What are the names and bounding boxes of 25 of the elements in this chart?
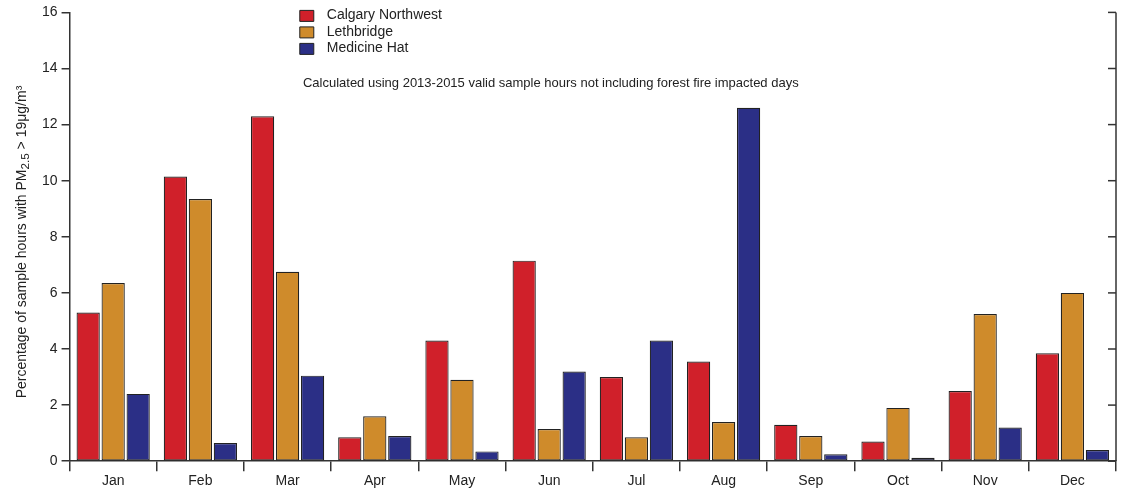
x-tick-label: Jul: [627, 472, 646, 489]
y-tick-label: 4: [49, 339, 58, 356]
y-tick-label: 10: [41, 171, 58, 188]
x-tick-label: Jan: [101, 472, 125, 489]
legend-label: Lethbridge: [326, 22, 394, 39]
y-tick-label: 8: [49, 227, 58, 244]
y-tick-label: 14: [41, 59, 58, 76]
x-tick-label: Oct: [887, 472, 909, 489]
x-tick-label: Jun: [537, 472, 561, 489]
legend-label: Calgary Northwest: [326, 6, 443, 23]
y-tick-label: 6: [49, 283, 58, 300]
x-tick-label: May: [448, 472, 476, 489]
x-tick-label: Nov: [972, 472, 998, 489]
legend-label: Medicine Hat: [326, 39, 409, 56]
x-tick-label: Sep: [798, 472, 824, 489]
annotation: Calculated using 2013-2015 valid sample hours not including forest fire impacted days: [302, 74, 800, 90]
x-tick-label: Mar: [275, 472, 300, 489]
y-tick-label: 16: [41, 3, 58, 20]
x-tick-label: Apr: [363, 472, 387, 489]
x-tick-label: Dec: [1059, 472, 1085, 489]
y-tick-label: 0: [49, 452, 58, 469]
y-tick-label: 12: [41, 115, 58, 132]
x-tick-label: Aug: [711, 472, 737, 489]
x-tick-label: Feb: [188, 472, 213, 489]
y-tick-label: 2: [49, 395, 58, 412]
